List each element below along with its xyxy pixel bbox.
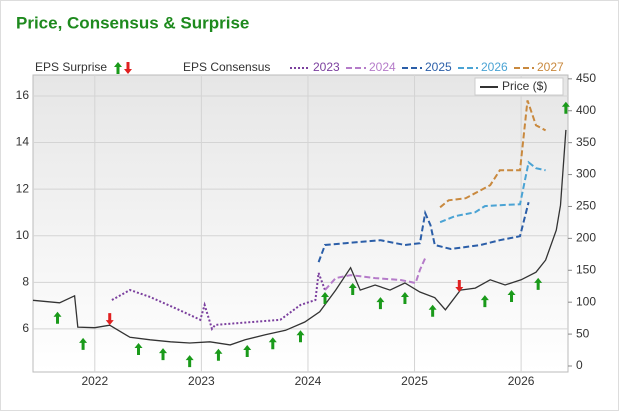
- surprise-arrow: [296, 330, 305, 343]
- y2-tick-label: 0: [576, 358, 583, 372]
- series-line: [439, 160, 546, 224]
- x-tick-label: 2025: [401, 374, 428, 388]
- series-line: [324, 257, 427, 291]
- y-tick-label: 6: [22, 321, 29, 335]
- legend-label: 2024: [369, 60, 396, 74]
- legend-box: [474, 77, 564, 96]
- surprise-arrow: [376, 297, 385, 310]
- surprise-arrow: [480, 295, 489, 308]
- surprise-arrow: [507, 290, 516, 303]
- surprise-arrow: [268, 337, 277, 350]
- x-tick-label: 2026: [508, 374, 535, 388]
- legend-label: 2026: [481, 60, 508, 74]
- y2-tick-label: 300: [576, 167, 596, 181]
- surprise-arrow: [124, 62, 132, 74]
- plot-area: [32, 74, 569, 373]
- series-line: [439, 100, 547, 209]
- surprise-arrow: [243, 344, 252, 357]
- surprise-arrow: [428, 304, 437, 317]
- chart-title: Price, Consensus & Surprise: [16, 13, 249, 32]
- y2-tick-label: 400: [576, 103, 596, 117]
- surprise-arrow: [561, 101, 570, 114]
- legend-label: 2027: [537, 60, 564, 74]
- x-tick-label: 2022: [81, 374, 108, 388]
- surprise-arrow: [105, 313, 114, 326]
- y2-tick-label: 450: [576, 71, 596, 85]
- y-tick-label: 14: [16, 135, 30, 149]
- y2-tick-label: 50: [576, 326, 590, 340]
- surprise-arrow: [348, 283, 357, 296]
- legend-label: Price ($): [502, 79, 547, 93]
- y-tick-label: 10: [16, 228, 30, 242]
- surprise-arrow: [214, 348, 223, 361]
- consensus-label: EPS Consensus: [183, 60, 270, 74]
- y2-tick-label: 150: [576, 262, 596, 276]
- x-tick-label: 2024: [295, 374, 322, 388]
- x-tick-label: 2023: [188, 374, 215, 388]
- surprise-arrow: [185, 355, 194, 368]
- surprise-arrow: [159, 348, 168, 361]
- surprise-arrow: [134, 343, 143, 356]
- surprise-arrow: [79, 337, 88, 350]
- y-tick-label: 16: [16, 88, 30, 102]
- surprise-label: EPS Surprise: [35, 60, 107, 74]
- legend-label: 2025: [425, 60, 452, 74]
- surprise-arrow: [400, 291, 409, 304]
- surprise-arrow: [534, 277, 543, 290]
- series-line: [111, 272, 326, 331]
- y2-tick-label: 200: [576, 231, 596, 245]
- legend-label: 2023: [313, 60, 340, 74]
- y2-tick-label: 250: [576, 199, 596, 213]
- surprise-arrow: [321, 291, 330, 304]
- y2-tick-label: 100: [576, 294, 596, 308]
- surprise-arrow: [114, 62, 122, 74]
- y2-tick-label: 350: [576, 135, 596, 149]
- y-tick-label: 12: [16, 181, 30, 195]
- surprise-arrow: [455, 279, 464, 292]
- series-line: [32, 129, 567, 346]
- surprise-arrow: [53, 311, 62, 324]
- y-tick-label: 8: [22, 274, 29, 288]
